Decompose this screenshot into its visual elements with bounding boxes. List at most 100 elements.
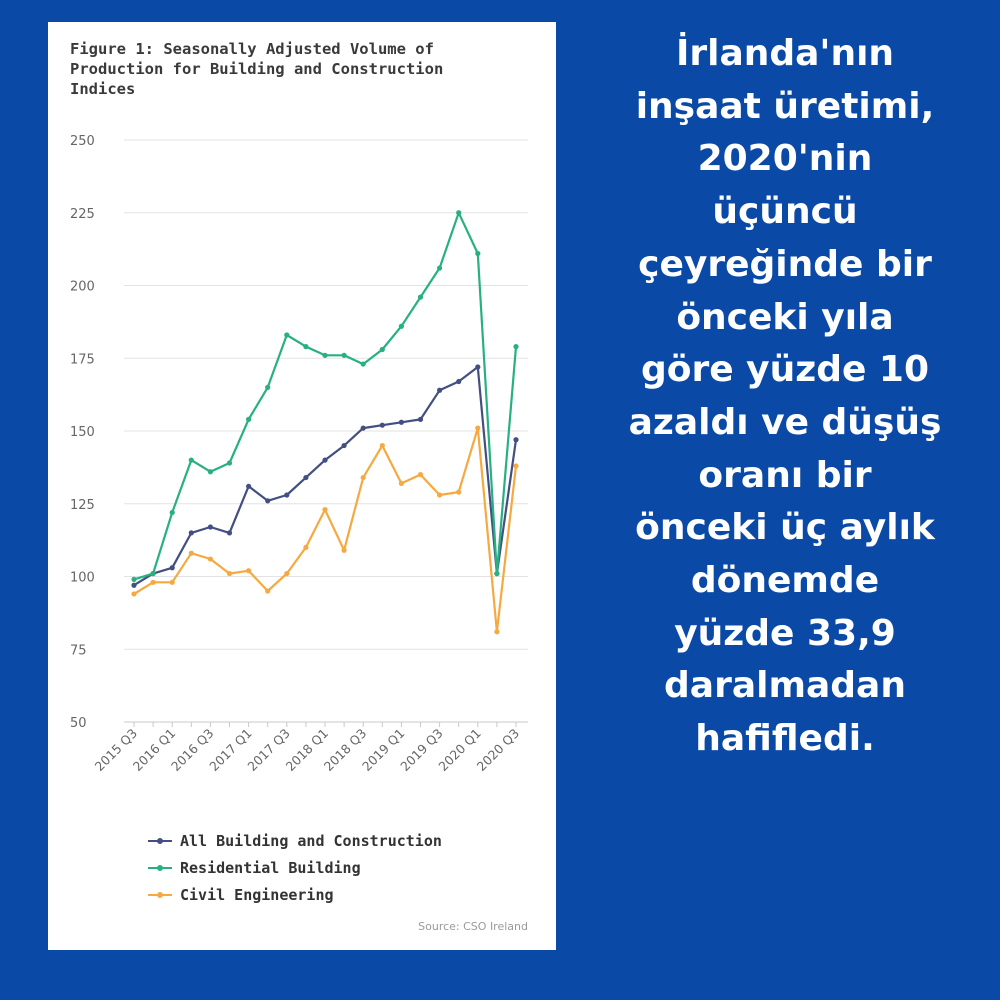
y-tick-label: 75 (70, 643, 87, 658)
series-line (133, 211, 518, 581)
data-point (303, 474, 309, 481)
data-point (131, 591, 137, 597)
data-point (188, 457, 194, 463)
data-point (150, 579, 156, 585)
caption-line: yüzde 33,9 (674, 612, 896, 654)
legend-item: All Building and Construction (148, 827, 442, 854)
y-tick-label: 200 (70, 280, 95, 295)
data-point (437, 387, 443, 393)
data-point (150, 570, 156, 577)
data-point (360, 425, 366, 431)
data-point (207, 469, 213, 475)
caption-line: üçüncü (712, 191, 858, 233)
data-point (475, 425, 481, 431)
data-point (226, 570, 233, 577)
caption-line: göre yüzde 10 (640, 349, 930, 391)
caption-line: dönemde (690, 560, 880, 602)
y-tick-label: 250 (70, 134, 95, 149)
data-point (494, 629, 500, 635)
chart-legend: All Building and Construction Residential… (148, 827, 442, 908)
data-point (437, 492, 443, 498)
data-point (513, 463, 519, 469)
data-point (341, 547, 347, 553)
data-point (169, 509, 175, 516)
caption-line: 2020'nin (697, 138, 873, 180)
data-point (265, 498, 271, 504)
chart-title: Figure 1: Seasonally Adjusted Volume of … (70, 40, 444, 98)
data-point (341, 352, 347, 358)
data-point (513, 344, 519, 350)
data-point (188, 530, 194, 536)
legend-label: Residential Building (180, 858, 361, 877)
data-point (417, 294, 424, 300)
legend-swatch (148, 890, 172, 900)
data-point (398, 323, 404, 329)
legend-swatch (148, 863, 172, 873)
y-tick-label: 175 (70, 352, 95, 367)
legend-label: Civil Engineering (180, 885, 334, 904)
legend-label: All Building and Construction (180, 831, 442, 850)
data-point (207, 524, 213, 530)
legend-swatch (148, 836, 172, 846)
caption-line: hafifledi. (695, 718, 875, 760)
data-point (360, 361, 366, 367)
caption-line: azaldı ve düşüş (628, 401, 942, 443)
data-point (284, 492, 290, 498)
data-point (207, 556, 213, 562)
caption-text: İrlanda'nın inşaat üretimi, 2020'nin üçüncü… (590, 28, 980, 766)
data-point (226, 460, 233, 466)
data-point (360, 474, 366, 481)
legend-item: Residential Building (148, 854, 442, 881)
data-point (131, 576, 137, 583)
data-point (513, 437, 519, 443)
caption-line: önceki yıla (676, 296, 894, 338)
data-point (456, 489, 462, 495)
data-point (246, 568, 252, 574)
legend-item: Civil Engineering (148, 881, 442, 908)
data-point (131, 582, 137, 588)
data-point (475, 364, 481, 370)
caption-line: İrlanda'nın (675, 33, 895, 74)
data-point (475, 250, 481, 257)
data-point (188, 550, 194, 556)
data-point (265, 588, 271, 594)
y-tick-label: 50 (70, 716, 87, 731)
caption-line: önceki üç aylık (635, 507, 935, 549)
caption-line: oranı bir (698, 454, 872, 496)
data-point (246, 483, 252, 489)
data-point (417, 416, 424, 422)
data-point (379, 346, 385, 353)
caption-line: inşaat üretimi, (635, 85, 935, 127)
caption-line: daralmadan (664, 665, 906, 707)
data-point (456, 378, 462, 385)
data-point (379, 442, 385, 449)
data-point (322, 457, 328, 463)
y-tick-label: 100 (70, 571, 95, 586)
data-point (398, 419, 404, 425)
data-point (284, 332, 290, 338)
data-point (169, 565, 175, 571)
y-tick-label: 125 (70, 498, 95, 513)
data-point (456, 210, 462, 216)
data-point (398, 480, 404, 486)
y-tick-label: 150 (70, 425, 95, 440)
chart-source: Source: CSO Ireland (418, 920, 528, 933)
data-point (437, 265, 443, 271)
data-point (226, 530, 233, 536)
data-point (341, 442, 347, 449)
caption-line: çeyreğinde bir (638, 243, 932, 285)
x-tick-label: 2020 Q3 (474, 726, 522, 774)
data-point (284, 570, 290, 577)
y-tick-label: 225 (70, 207, 95, 222)
data-point (246, 416, 252, 422)
data-point (169, 579, 175, 585)
data-point (379, 422, 385, 428)
data-point (322, 352, 328, 358)
data-point (417, 472, 424, 478)
data-point (303, 544, 309, 551)
chart-card: Figure 1: Seasonally Adjusted Volume of … (48, 22, 556, 950)
data-point (265, 384, 271, 390)
data-point (303, 344, 309, 350)
data-point (322, 506, 328, 513)
